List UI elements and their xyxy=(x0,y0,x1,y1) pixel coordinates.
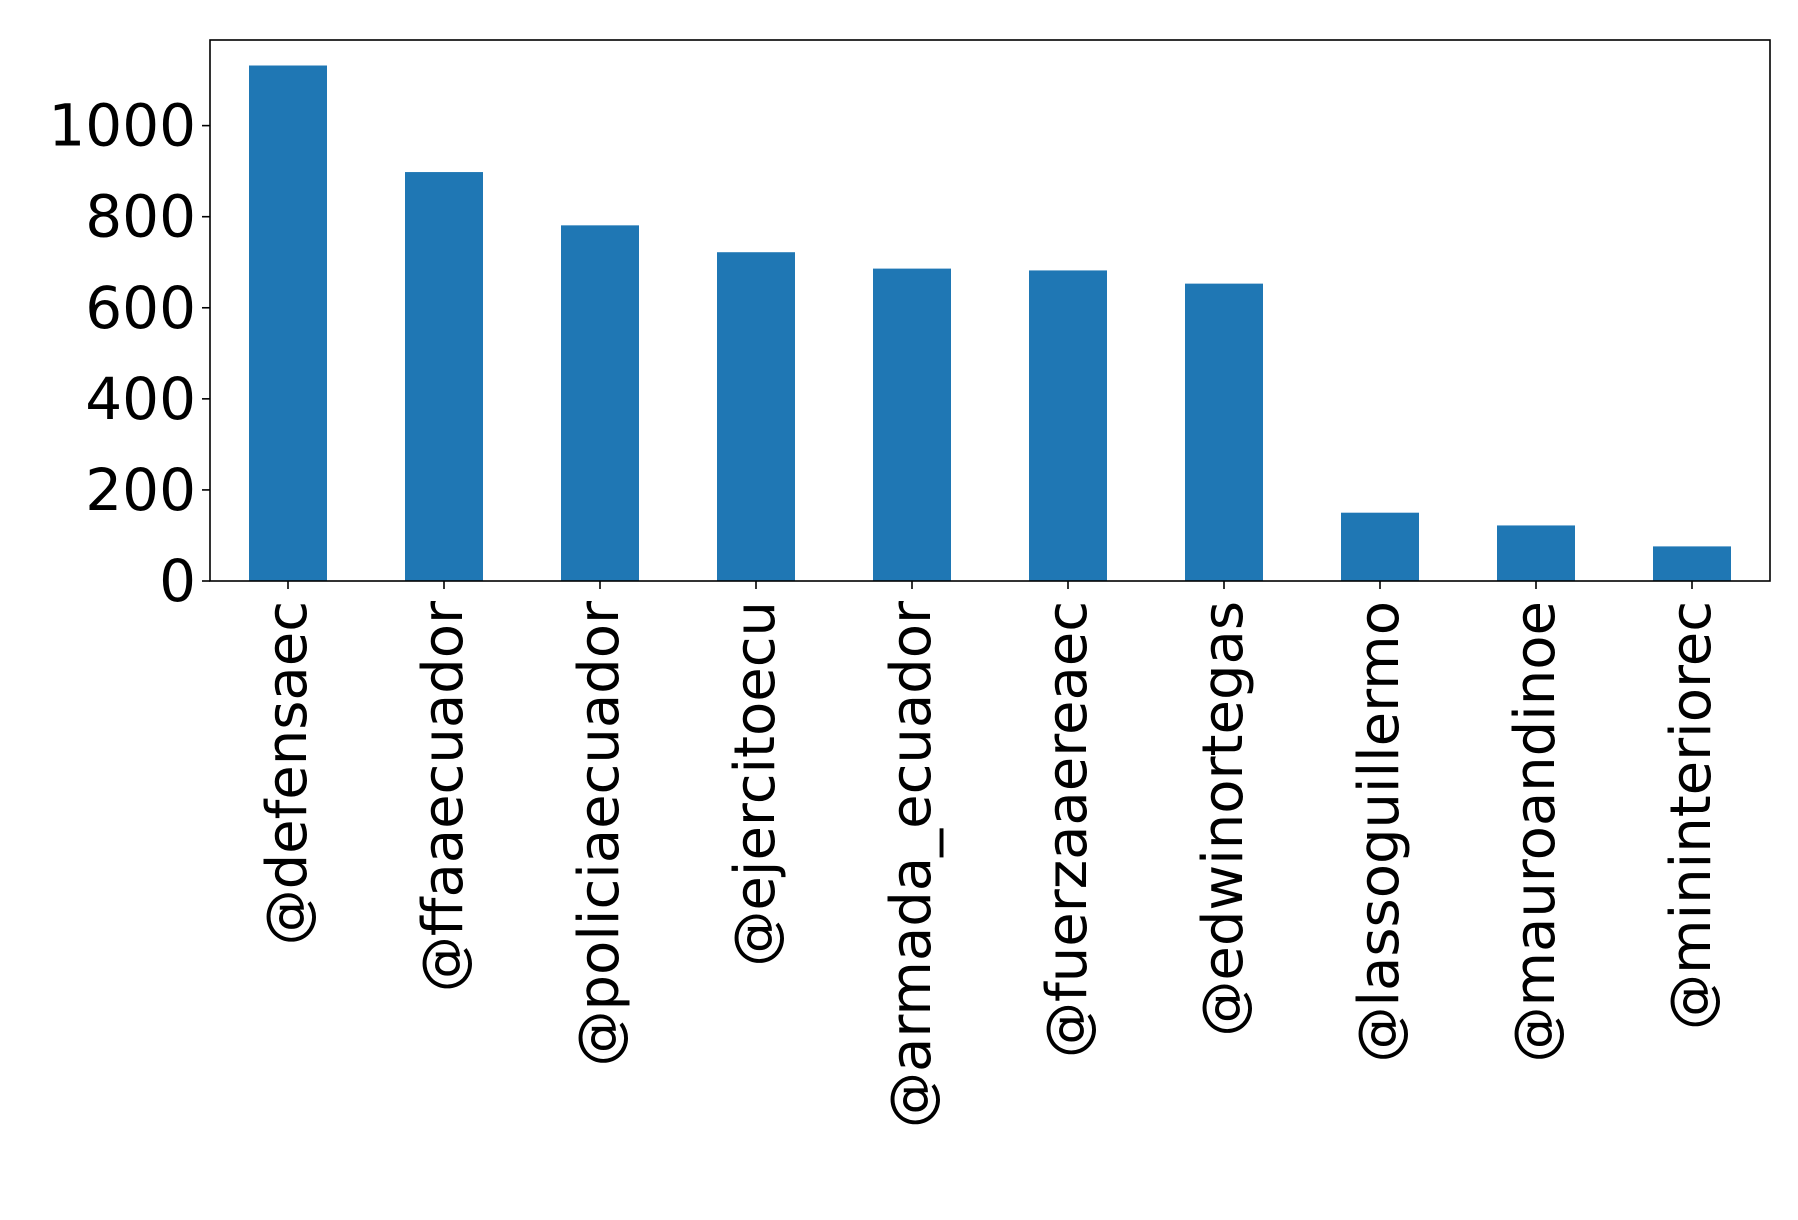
x-tick-label: @armada_ecuador xyxy=(879,600,944,1128)
plot-frame xyxy=(209,39,1771,582)
x-tick-label: @lassoguillermo xyxy=(1347,601,1412,1063)
bar xyxy=(1185,283,1263,581)
x-axis: @defensaec @ffaaecuador @policiaecuador @ej… xyxy=(255,581,1724,1128)
x-tick-label: @defensaec xyxy=(255,601,320,945)
bar xyxy=(561,225,639,581)
x-tick-label: @ffaaecuador xyxy=(411,600,476,992)
bar xyxy=(873,268,951,581)
x-tick-label: @ejercitoecu xyxy=(723,601,788,967)
y-tick-label: 200 xyxy=(85,456,196,524)
x-tick-label: @edwinortegas xyxy=(1191,601,1256,1037)
bar xyxy=(717,252,795,581)
bar xyxy=(405,172,483,581)
x-tick-label: @fuerzaaereaec xyxy=(1035,601,1100,1058)
y-axis: 0 200 400 600 800 1000 xyxy=(48,92,210,615)
bar xyxy=(249,65,327,581)
bars xyxy=(249,65,1731,581)
bar xyxy=(1653,546,1731,581)
y-tick-label: 600 xyxy=(85,274,196,342)
y-tick-label: 400 xyxy=(85,365,196,433)
bar xyxy=(1029,270,1107,581)
y-tick-label: 0 xyxy=(159,547,196,615)
x-tick-label: @mininteriorec xyxy=(1659,601,1724,1030)
y-tick-label: 800 xyxy=(85,183,196,251)
x-tick-label: @mauroandinoe xyxy=(1503,601,1568,1063)
bar xyxy=(1341,512,1419,581)
y-tick-label: 1000 xyxy=(48,92,196,160)
bar xyxy=(1497,525,1575,581)
x-tick-label: @policiaecuador xyxy=(567,600,632,1066)
